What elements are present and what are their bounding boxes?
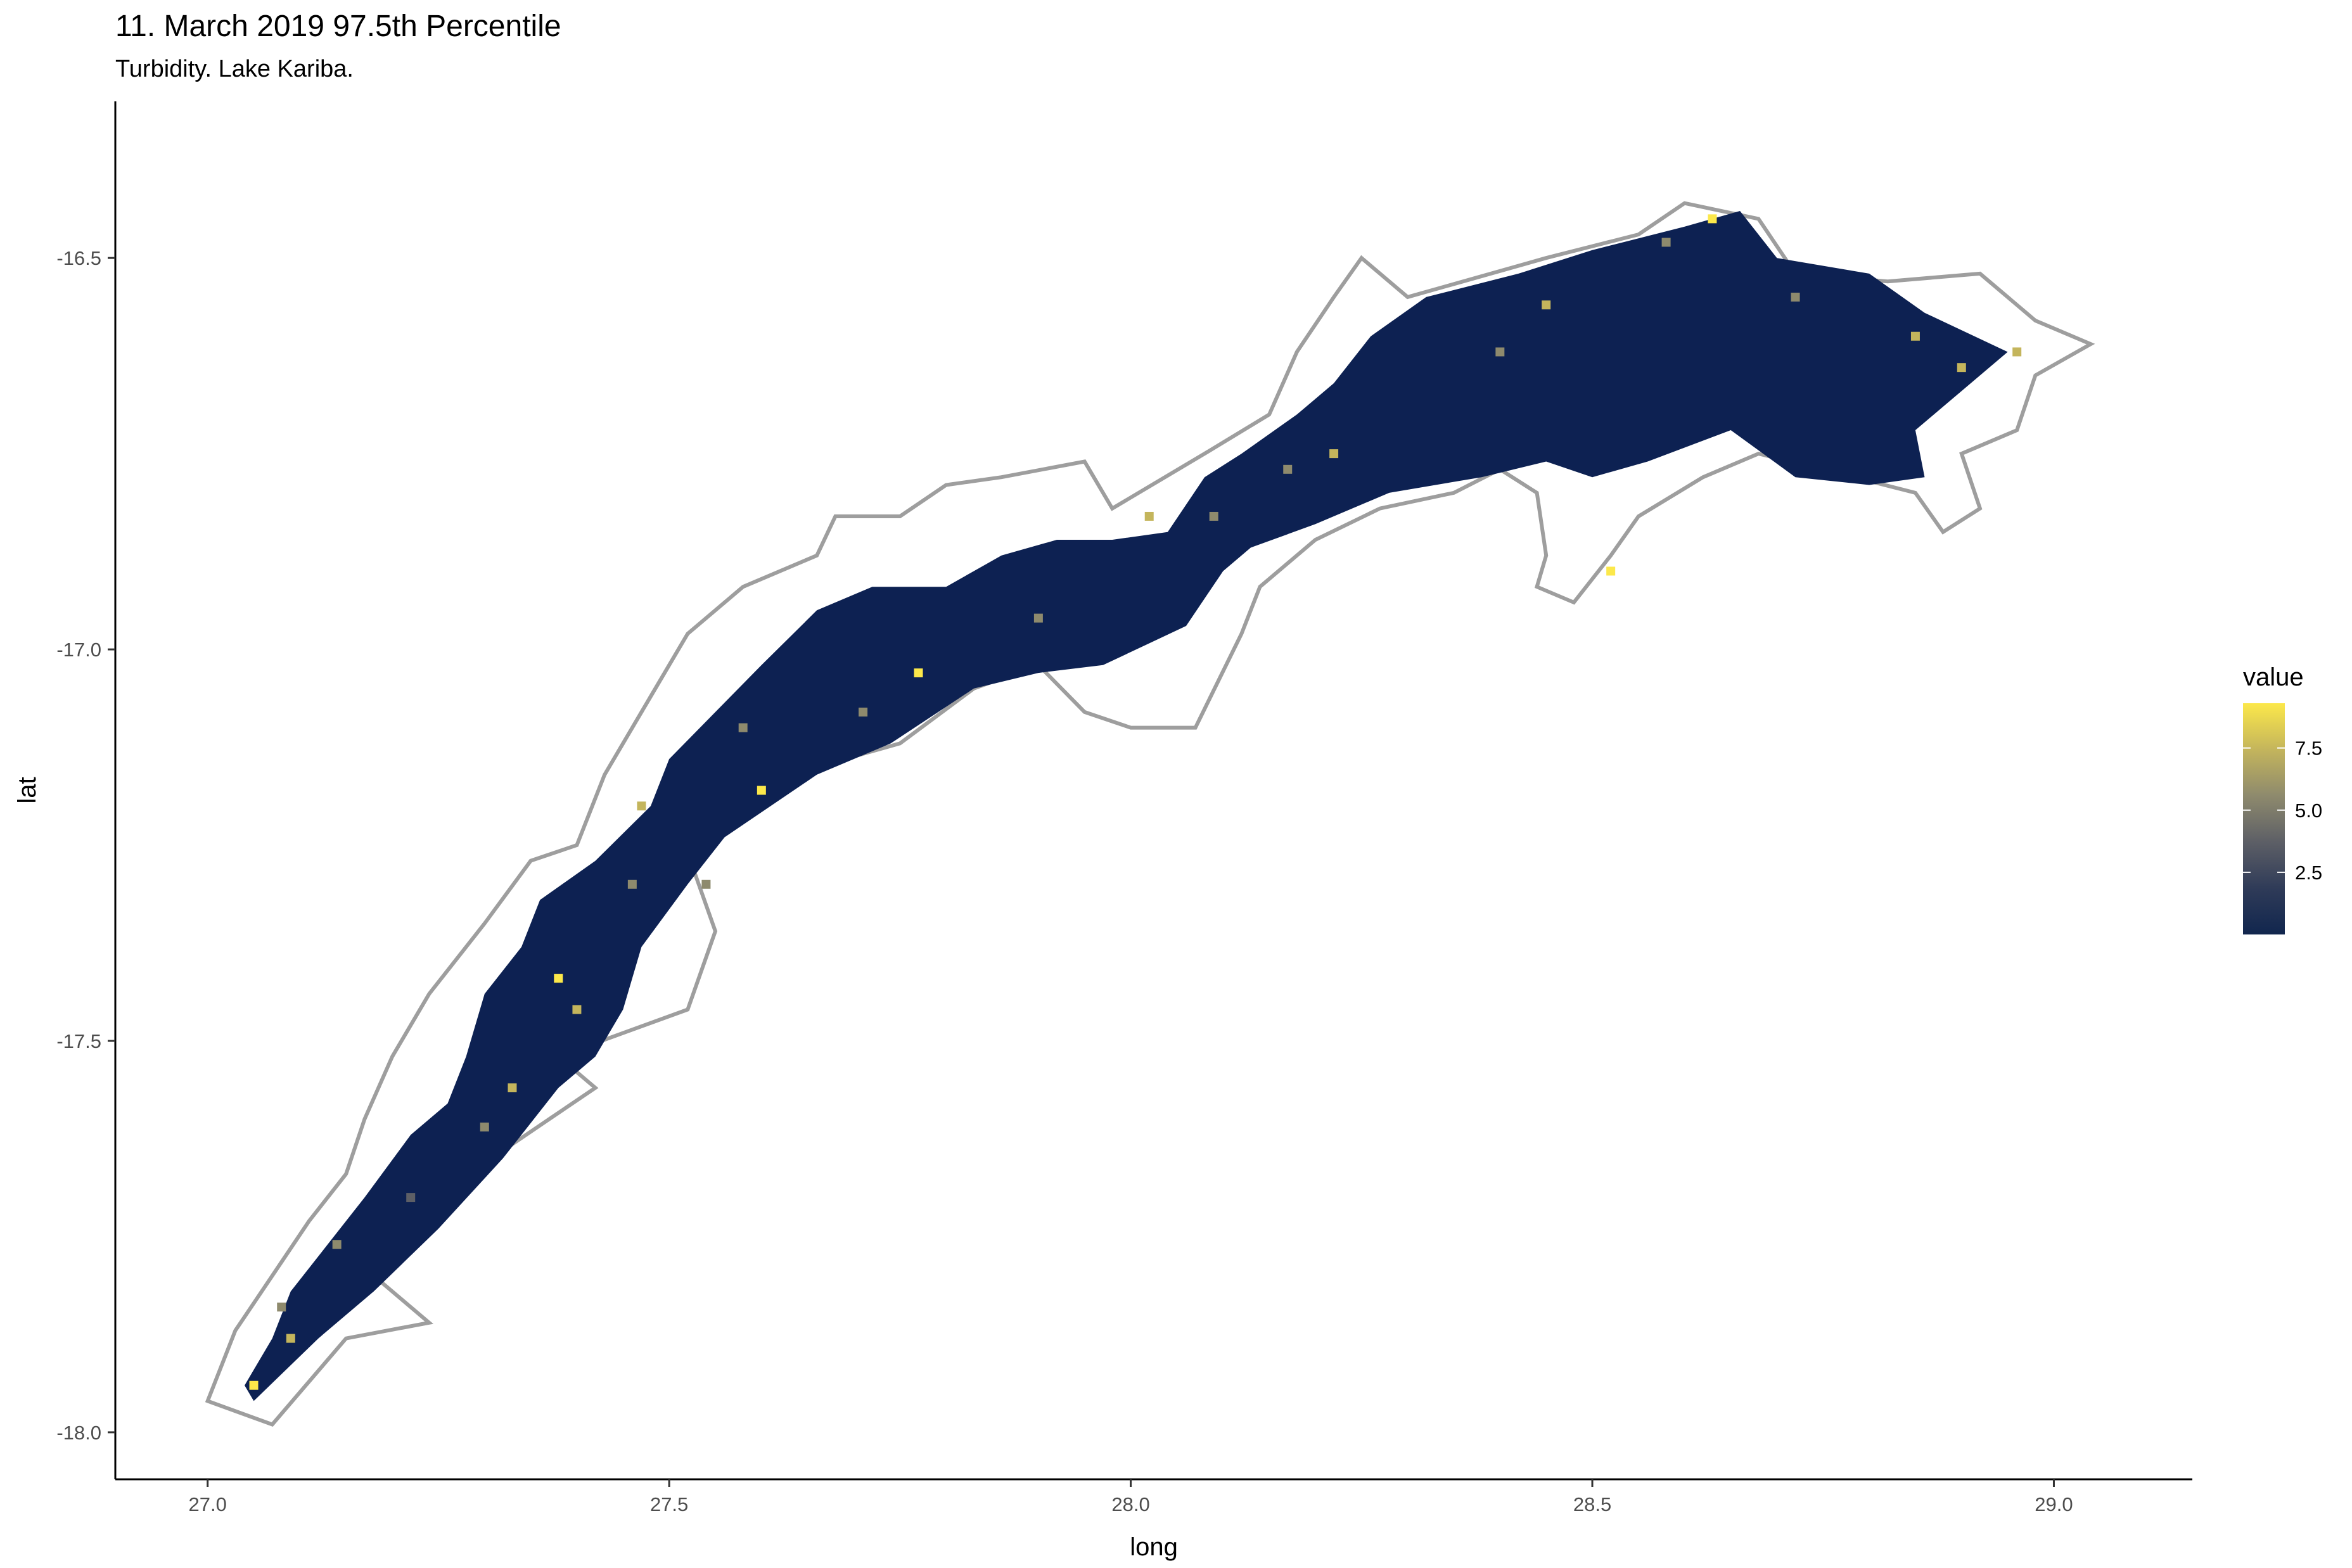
hotspot-cell — [627, 879, 637, 889]
x-axis-ticks: 27.0 27.5 28.0 28.5 29.0 — [189, 1479, 2073, 1515]
legend-tick-label: 7.5 — [2295, 737, 2322, 760]
hotspot-cell — [249, 1380, 259, 1390]
legend-tick-label: 5.0 — [2295, 800, 2322, 822]
y-tick-label: -17.5 — [56, 1030, 101, 1052]
hotspot-cell — [701, 879, 711, 889]
hotspot-cell — [1661, 238, 1671, 247]
x-tick-label: 29.0 — [2035, 1493, 2073, 1515]
hotspot-cell — [859, 707, 868, 717]
plot-panel — [205, 201, 2095, 1427]
x-tick-label: 28.0 — [1111, 1493, 1149, 1515]
legend-ticks: 2.5 5.0 7.5 — [2243, 737, 2322, 884]
hotspot-cell — [1791, 292, 1800, 302]
lake-fill — [245, 211, 2008, 1401]
hotspot-cell — [914, 668, 923, 678]
hotspot-cell — [480, 1122, 489, 1131]
hotspot-cell — [1542, 300, 1551, 310]
hotspot-cell — [2012, 347, 2022, 357]
legend-colorbar — [2243, 703, 2285, 934]
legend-tick-label: 2.5 — [2295, 862, 2322, 884]
y-axis-ticks: -16.5 -17.0 -17.5 -18.0 — [56, 247, 115, 1444]
hotspot-cell — [637, 801, 646, 811]
y-tick-label: -18.0 — [56, 1422, 101, 1444]
hotspot-cell — [1033, 613, 1043, 623]
hotspot-cell — [1708, 214, 1717, 224]
hotspot-cell — [1329, 449, 1339, 459]
hotspot-cell — [1283, 464, 1293, 474]
hotspot-cell — [1495, 347, 1505, 357]
x-tick-label: 27.5 — [650, 1493, 688, 1515]
hotspot-cell — [738, 723, 748, 732]
x-tick-label: 27.0 — [189, 1493, 227, 1515]
hotspot-cell — [757, 786, 766, 795]
hotspot-cell — [1957, 363, 1966, 373]
hotspot-cell — [406, 1193, 416, 1202]
x-axis-title: long — [1130, 1533, 1178, 1561]
hotspot-cell — [1144, 511, 1154, 521]
legend: value 2.5 5.0 7.5 — [2243, 663, 2322, 934]
y-tick-label: -17.0 — [56, 639, 101, 661]
hotspot-cell — [572, 1005, 582, 1014]
chart-title: 11. March 2019 97.5th Percentile — [115, 10, 561, 43]
y-axis-title: lat — [13, 777, 41, 803]
hotspot-cell — [286, 1334, 295, 1343]
hotspot-cell — [1910, 331, 1920, 341]
hotspot-cell — [1606, 566, 1616, 576]
y-tick-label: -16.5 — [56, 247, 101, 269]
hotspot-cells — [249, 214, 2022, 1390]
hotspot-cell — [277, 1303, 286, 1312]
hotspot-cell — [508, 1083, 517, 1093]
hotspot-cell — [332, 1240, 342, 1249]
x-tick-label: 28.5 — [1573, 1493, 1611, 1515]
hotspot-cell — [554, 974, 563, 983]
axes: 27.0 27.5 28.0 28.5 29.0 -16.5 -17.0 -17.5 -18.… — [13, 101, 2192, 1561]
legend-title: value — [2243, 663, 2304, 691]
hotspot-cell — [1209, 511, 1218, 521]
chart-subtitle: Turbidity. Lake Kariba. — [115, 56, 354, 82]
